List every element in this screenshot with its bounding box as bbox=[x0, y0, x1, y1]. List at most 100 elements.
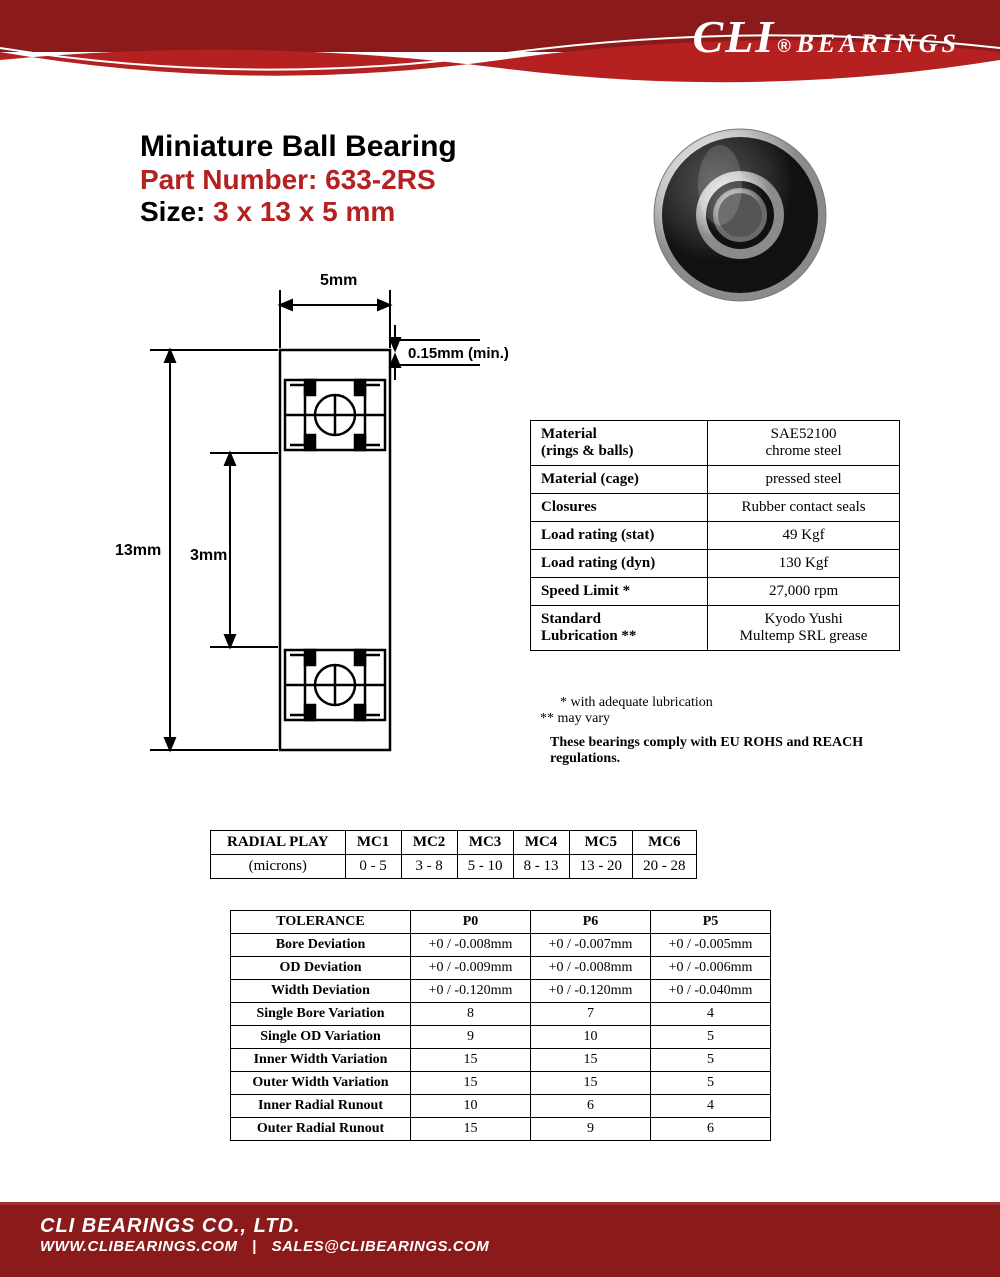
radial-unit: (microns) bbox=[211, 855, 346, 879]
tolerance-label: OD Deviation bbox=[231, 957, 411, 980]
footer-company: CLI BEARINGS CO., LTD. bbox=[40, 1215, 970, 1238]
logo-registered-icon: ® bbox=[777, 36, 790, 57]
spec-row: Load rating (dyn)130 Kgf bbox=[531, 550, 900, 578]
radial-col: MC2 bbox=[401, 831, 457, 855]
spec-row: ClosuresRubber contact seals bbox=[531, 494, 900, 522]
radial-value: 13 - 20 bbox=[569, 855, 633, 879]
tolerance-value: 5 bbox=[651, 1072, 771, 1095]
tolerance-value: 8 bbox=[411, 1003, 531, 1026]
tolerance-label: Width Deviation bbox=[231, 980, 411, 1003]
tolerance-value: 10 bbox=[411, 1095, 531, 1118]
radial-play-table: RADIAL PLAYMC1MC2MC3MC4MC5MC6 (microns)0… bbox=[210, 830, 697, 879]
footer-email: SALES@CLIBEARINGS.COM bbox=[272, 1238, 490, 1255]
spec-value: pressed steel bbox=[708, 466, 900, 494]
tolerance-value: +0 / -0.008mm bbox=[411, 934, 531, 957]
bearing-photo-svg bbox=[650, 125, 830, 305]
tolerance-table: TOLERANCEP0P6P5 Bore Deviation+0 / -0.00… bbox=[230, 910, 771, 1141]
tolerance-label: Single Bore Variation bbox=[231, 1003, 411, 1026]
tolerance-value: 15 bbox=[411, 1118, 531, 1141]
tolerance-value: 15 bbox=[531, 1072, 651, 1095]
footer-website: WWW.CLIBEARINGS.COM bbox=[40, 1238, 238, 1255]
tolerance-value: 10 bbox=[531, 1026, 651, 1049]
radial-value: 8 - 13 bbox=[513, 855, 569, 879]
tolerance-row: Outer Width Variation15155 bbox=[231, 1072, 771, 1095]
spec-value: 49 Kgf bbox=[708, 522, 900, 550]
tolerance-value: +0 / -0.009mm bbox=[411, 957, 531, 980]
product-photo bbox=[650, 125, 830, 310]
tolerance-row: Width Deviation+0 / -0.120mm+0 / -0.120m… bbox=[231, 980, 771, 1003]
tolerance-value: 4 bbox=[651, 1003, 771, 1026]
radial-col: MC4 bbox=[513, 831, 569, 855]
tolerance-label: Inner Width Variation bbox=[231, 1049, 411, 1072]
size-row: Size: 3 x 13 x 5 mm bbox=[140, 196, 457, 228]
spec-note-1: * with adequate lubrication bbox=[530, 695, 900, 711]
tolerance-value: 7 bbox=[531, 1003, 651, 1026]
spec-notes: * with adequate lubrication ** may vary … bbox=[530, 695, 900, 767]
spec-label: Material (cage) bbox=[531, 466, 708, 494]
tolerance-row: Single OD Variation9105 bbox=[231, 1026, 771, 1049]
title-block: Miniature Ball Bearing Part Number: 633-… bbox=[140, 130, 457, 228]
spec-row: Material (rings & balls)SAE52100 chrome … bbox=[531, 421, 900, 466]
footer: CLI BEARINGS CO., LTD. WWW.CLIBEARINGS.C… bbox=[0, 1202, 1000, 1277]
tolerance-value: 5 bbox=[651, 1026, 771, 1049]
spec-value: SAE52100 chrome steel bbox=[708, 421, 900, 466]
radial-value: 20 - 28 bbox=[633, 855, 697, 879]
compliance-note: These bearings comply with EU ROHS and R… bbox=[530, 735, 900, 767]
radial-col: MC1 bbox=[345, 831, 401, 855]
spec-row: Speed Limit *27,000 rpm bbox=[531, 578, 900, 606]
tolerance-value: +0 / -0.120mm bbox=[411, 980, 531, 1003]
tolerance-header: TOLERANCE bbox=[231, 911, 411, 934]
dim-width: 5mm bbox=[320, 272, 357, 289]
tolerance-value: +0 / -0.005mm bbox=[651, 934, 771, 957]
tolerance-label: Single OD Variation bbox=[231, 1026, 411, 1049]
spec-label: Load rating (dyn) bbox=[531, 550, 708, 578]
spec-label: Material (rings & balls) bbox=[531, 421, 708, 466]
tolerance-value: 9 bbox=[531, 1118, 651, 1141]
radial-col: MC6 bbox=[633, 831, 697, 855]
spec-value: Kyodo Yushi Multemp SRL grease bbox=[708, 606, 900, 651]
tolerance-col: P0 bbox=[411, 911, 531, 934]
technical-diagram: 5mm 0.15mm (min.) 13mm bbox=[110, 270, 510, 815]
radial-col: MC5 bbox=[569, 831, 633, 855]
spec-label: Load rating (stat) bbox=[531, 522, 708, 550]
spec-row: Material (cage)pressed steel bbox=[531, 466, 900, 494]
spec-row: Standard Lubrication **Kyodo Yushi Multe… bbox=[531, 606, 900, 651]
tolerance-label: Outer Width Variation bbox=[231, 1072, 411, 1095]
radial-value: 0 - 5 bbox=[345, 855, 401, 879]
spec-row: Load rating (stat)49 Kgf bbox=[531, 522, 900, 550]
logo-text-main: CLI bbox=[693, 10, 776, 63]
size-label: Size: bbox=[140, 196, 205, 227]
tolerance-value: 6 bbox=[531, 1095, 651, 1118]
tolerance-label: Inner Radial Runout bbox=[231, 1095, 411, 1118]
dim-chamfer: 0.15mm (min.) bbox=[408, 345, 509, 362]
header-banner: CLI ® BEARINGS bbox=[0, 0, 1000, 95]
tolerance-row: Single Bore Variation874 bbox=[231, 1003, 771, 1026]
tolerance-value: 15 bbox=[411, 1049, 531, 1072]
part-number: Part Number: 633-2RS bbox=[140, 164, 457, 196]
product-title: Miniature Ball Bearing bbox=[140, 130, 457, 164]
tolerance-value: 9 bbox=[411, 1026, 531, 1049]
tolerance-row: Inner Radial Runout1064 bbox=[231, 1095, 771, 1118]
spec-table: Material (rings & balls)SAE52100 chrome … bbox=[530, 420, 900, 651]
tolerance-row: Outer Radial Runout1596 bbox=[231, 1118, 771, 1141]
tolerance-value: +0 / -0.007mm bbox=[531, 934, 651, 957]
spec-value: 130 Kgf bbox=[708, 550, 900, 578]
spec-note-2: ** may vary bbox=[530, 711, 900, 727]
tolerance-row: Inner Width Variation15155 bbox=[231, 1049, 771, 1072]
size-value: 3 x 13 x 5 mm bbox=[213, 196, 395, 227]
spec-label: Closures bbox=[531, 494, 708, 522]
tolerance-value: 15 bbox=[411, 1072, 531, 1095]
footer-contact: WWW.CLIBEARINGS.COM | SALES@CLIBEARINGS.… bbox=[40, 1238, 970, 1255]
tolerance-value: +0 / -0.040mm bbox=[651, 980, 771, 1003]
spec-label: Speed Limit * bbox=[531, 578, 708, 606]
tolerance-value: +0 / -0.006mm bbox=[651, 957, 771, 980]
tolerance-value: +0 / -0.008mm bbox=[531, 957, 651, 980]
radial-value: 5 - 10 bbox=[457, 855, 513, 879]
tolerance-value: +0 / -0.120mm bbox=[531, 980, 651, 1003]
tolerance-value: 4 bbox=[651, 1095, 771, 1118]
tolerance-row: Bore Deviation+0 / -0.008mm+0 / -0.007mm… bbox=[231, 934, 771, 957]
tolerance-value: 5 bbox=[651, 1049, 771, 1072]
spec-value: 27,000 rpm bbox=[708, 578, 900, 606]
tolerance-value: 15 bbox=[531, 1049, 651, 1072]
brand-logo: CLI ® BEARINGS bbox=[693, 10, 960, 63]
